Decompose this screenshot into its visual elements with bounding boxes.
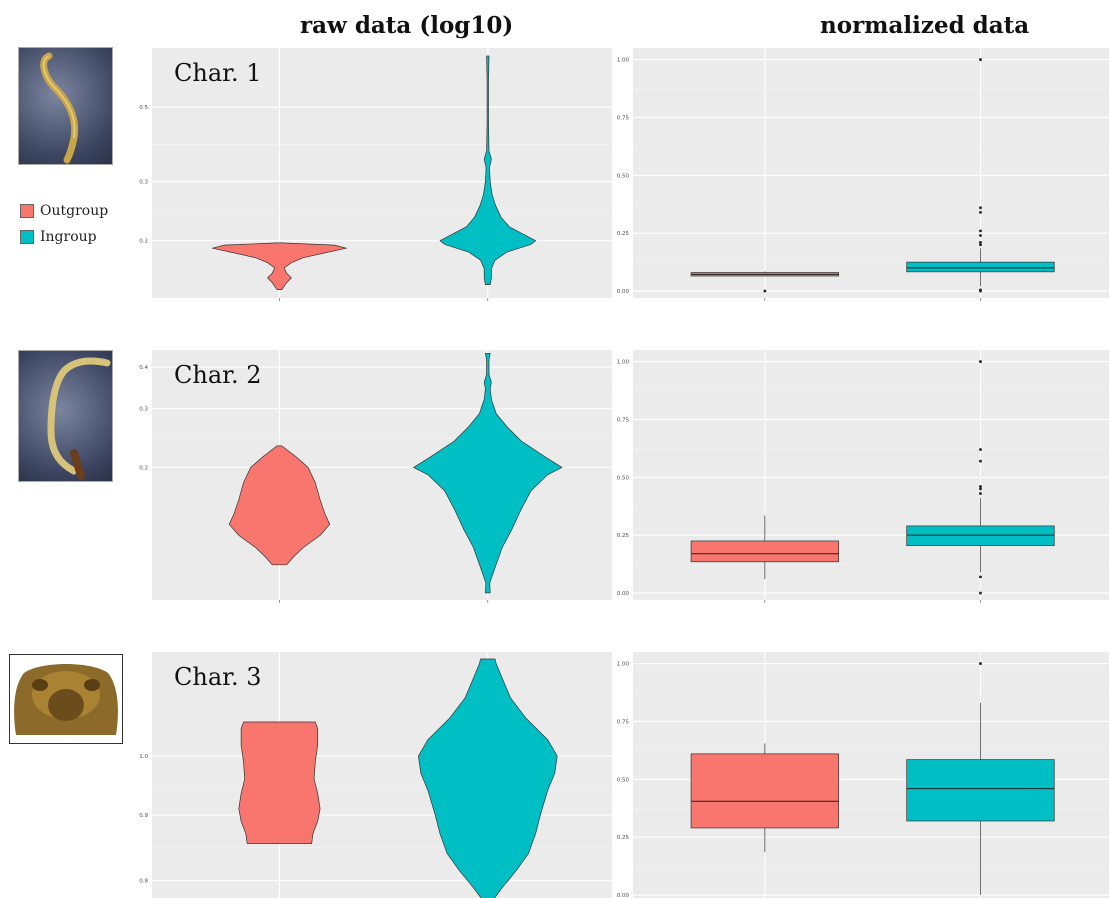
antenna-specimen-thumbnail-1 bbox=[18, 47, 113, 165]
outlier-point bbox=[979, 492, 982, 495]
outlier-point bbox=[979, 575, 982, 579]
box-ingroup bbox=[906, 261, 1055, 273]
violin-ingroup bbox=[439, 55, 536, 285]
violin-outgroup bbox=[238, 721, 321, 844]
y-tick-label: 0.4 bbox=[139, 365, 148, 371]
y-tick-label: 0.75 bbox=[617, 719, 630, 725]
outlier-point bbox=[979, 448, 982, 451]
chart-panel-5: 0.8 0.9 1.0 Char. 3 bbox=[139, 652, 612, 898]
legend-label-ingroup: Ingroup bbox=[40, 229, 97, 245]
y-tick-label: 0.00 bbox=[617, 893, 630, 898]
leg-drawing-2 bbox=[47, 357, 111, 480]
chart-panel-1: 0.2 0.3 0.5 Char. 1 bbox=[139, 48, 612, 301]
outlier-point bbox=[979, 485, 982, 488]
raw-data-column-title: raw data (log10) bbox=[300, 12, 514, 39]
outlier-point bbox=[979, 360, 982, 363]
outlier-point bbox=[979, 234, 982, 237]
outlier-point bbox=[979, 206, 982, 210]
y-tick-label: 0.2 bbox=[139, 239, 148, 245]
outlier-point bbox=[979, 591, 982, 595]
y-tick-label: 0.3 bbox=[139, 180, 148, 186]
y-tick-label: 1.0 bbox=[139, 754, 148, 760]
violin-ingroup bbox=[413, 352, 563, 594]
chart-title: Char. 1 bbox=[174, 59, 262, 87]
outlier-point bbox=[979, 243, 982, 247]
chart-title: Char. 3 bbox=[174, 663, 262, 691]
chart-panel-3: 0.2 0.3 0.4 Char. 2 bbox=[139, 350, 612, 603]
violin-ingroup bbox=[418, 658, 558, 898]
y-tick-label: 0.00 bbox=[617, 591, 630, 597]
outlier-point bbox=[979, 210, 982, 214]
y-tick-label: 0.75 bbox=[617, 417, 630, 423]
violin-outgroup bbox=[228, 445, 331, 566]
outlier-point bbox=[979, 487, 982, 491]
y-tick-label: 0.3 bbox=[139, 407, 148, 413]
head-capsule-drawing-3 bbox=[14, 664, 118, 735]
ingroup-swatch bbox=[20, 230, 34, 244]
y-tick-label: 0.25 bbox=[617, 231, 630, 237]
y-tick-label: 0.50 bbox=[617, 475, 630, 481]
violin-outgroup bbox=[212, 242, 347, 290]
y-tick-label: 0.5 bbox=[139, 105, 148, 111]
y-tick-label: 0.25 bbox=[617, 533, 630, 539]
legend-item-outgroup: Outgroup bbox=[20, 198, 108, 224]
box-ingroup bbox=[906, 525, 1055, 546]
box-outgroup bbox=[690, 540, 839, 563]
outlier-point bbox=[979, 662, 982, 665]
outlier-point bbox=[979, 241, 982, 244]
legend-item-ingroup: Ingroup bbox=[20, 224, 108, 250]
outlier-point bbox=[979, 58, 982, 61]
y-tick-label: 0.9 bbox=[139, 813, 148, 819]
y-tick-label: 1.00 bbox=[617, 662, 630, 668]
chart-title: Char. 2 bbox=[174, 361, 262, 389]
outgroup-swatch bbox=[20, 204, 34, 218]
legend-label-outgroup: Outgroup bbox=[40, 203, 109, 219]
y-tick-label: 0.2 bbox=[139, 465, 148, 471]
y-tick-label: 0.50 bbox=[617, 777, 630, 783]
outlier-point bbox=[979, 229, 982, 233]
y-tick-label: 0.50 bbox=[617, 173, 630, 179]
outlier-point bbox=[979, 288, 982, 292]
outlier-point bbox=[763, 289, 767, 293]
panel-background bbox=[633, 48, 1109, 298]
box-ingroup bbox=[906, 759, 1055, 822]
panel-background bbox=[633, 350, 1109, 600]
chart-panel-6: 0.00 0.25 0.50 0.75 1.00 bbox=[617, 652, 1109, 898]
y-tick-label: 0.75 bbox=[617, 115, 630, 121]
y-tick-label: 0.00 bbox=[617, 289, 630, 295]
y-tick-label: 1.00 bbox=[617, 58, 630, 64]
panel-background bbox=[152, 48, 612, 298]
y-tick-label: 0.8 bbox=[139, 879, 148, 885]
chart-panel-4: 0.00 0.25 0.50 0.75 1.00 bbox=[617, 350, 1109, 603]
head-specimen-thumbnail-3 bbox=[9, 654, 123, 744]
group-legend: Outgroup Ingroup bbox=[20, 198, 108, 250]
box-outgroup bbox=[690, 753, 839, 829]
outlier-point bbox=[979, 459, 982, 463]
y-tick-label: 1.00 bbox=[617, 360, 630, 366]
leg-specimen-thumbnail-2 bbox=[18, 350, 113, 482]
normalized-data-column-title: normalized data bbox=[820, 12, 1030, 39]
chart-panel-2: 0.00 0.25 0.50 0.75 1.00 bbox=[617, 48, 1109, 301]
antenna-drawing-1 bbox=[40, 52, 79, 164]
y-tick-label: 0.25 bbox=[617, 835, 630, 841]
